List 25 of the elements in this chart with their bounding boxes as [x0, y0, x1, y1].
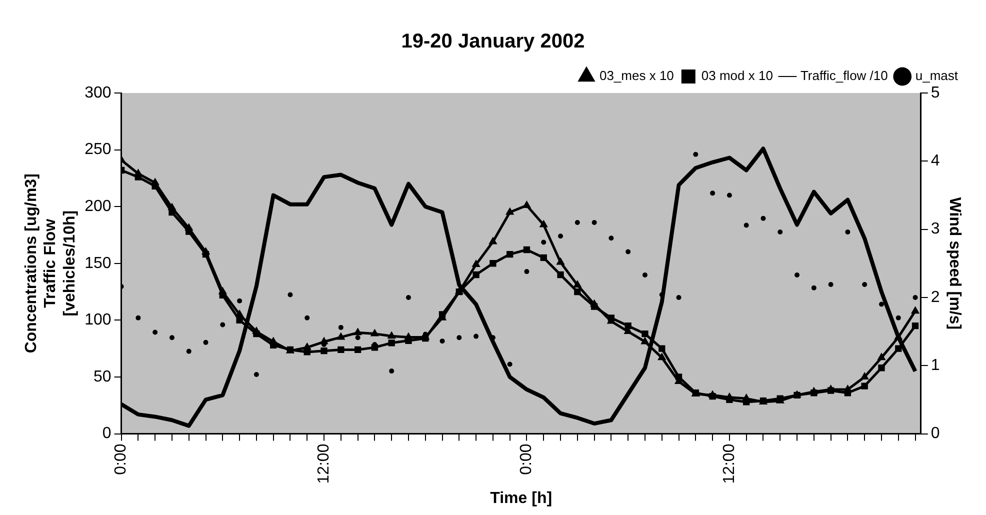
y-tick-label: 150	[84, 254, 112, 272]
x-tick-label: 0:00	[518, 444, 536, 475]
legend-label: 03 mod x 10	[701, 68, 773, 84]
chart-title: 19-20 January 2002	[401, 30, 585, 53]
x-tick-label: 12:00	[315, 444, 332, 484]
y2-axis-title: Wind speed [m/s]	[946, 197, 963, 330]
y2-tick-label: 3	[930, 220, 940, 238]
x-tick-label: 0:00	[112, 444, 130, 475]
y-tick-label: 0	[102, 425, 112, 442]
legend-label: 03_mes x 10	[599, 68, 674, 84]
y-tick-label: 250	[84, 141, 112, 158]
y-tick-label: 300	[84, 84, 112, 102]
y-tick-label: 200	[84, 198, 112, 215]
legend-label: Traffic_flow /10	[800, 68, 888, 84]
y2-tick-label: 2	[930, 288, 940, 306]
x-tick-label: 12:00	[720, 444, 738, 484]
y-axis-title: Concentrations [ug/m3] Traffic Flow [vehicles/10h]	[23, 174, 78, 354]
y2-tick-label: 5	[930, 84, 940, 102]
y2-tick-label: 0	[930, 425, 940, 442]
y2-tick-label: 4	[930, 152, 940, 170]
y2-tick-label: 1	[930, 357, 940, 374]
y-tick-label: 100	[84, 312, 112, 329]
x-axis-title: Time [h]	[490, 490, 552, 507]
y-tick-label: 50	[94, 368, 112, 386]
legend-label: u_mast	[915, 68, 958, 84]
